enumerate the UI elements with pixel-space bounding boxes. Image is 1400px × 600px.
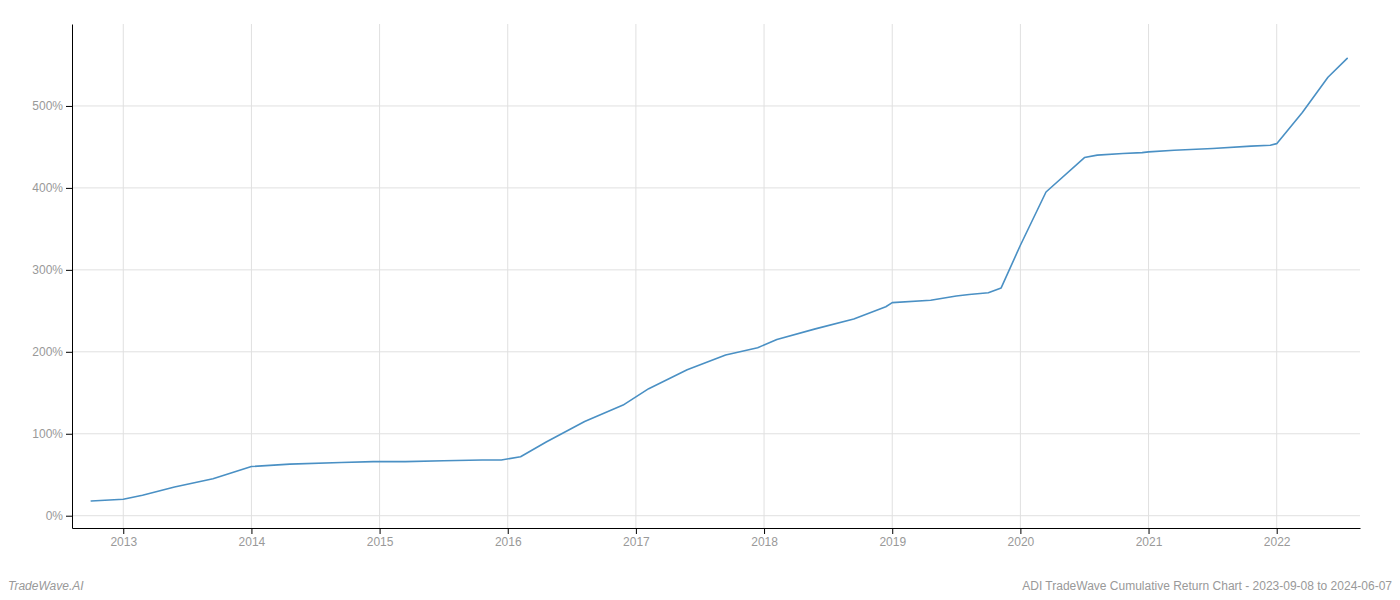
y-grid-line [72,515,1360,516]
x-axis-line [73,528,1361,529]
y-tick-label: 400% [32,181,63,195]
y-grid-line [72,433,1360,434]
x-tick-mark [1149,528,1150,534]
x-tick-label: 2015 [367,535,394,549]
x-grid-line [251,24,252,528]
x-grid-line [1148,24,1149,528]
y-grid-line [72,351,1360,352]
y-grid-line [72,187,1360,188]
x-grid-line [635,24,636,528]
x-axis: 2013 2014 2015 2016 2017 2018 2019 2020 2021 2022 [73,528,1361,549]
x-tick: 2018 [751,528,778,549]
y-axis-line [72,25,73,529]
y-grid-line [72,105,1360,106]
y-tick-mark [66,434,72,435]
y-tick: 200% [32,345,72,359]
y-tick-label: 200% [32,345,63,359]
x-tick: 2014 [239,528,266,549]
x-tick-label: 2021 [1136,535,1163,549]
y-tick-label: 0% [46,509,64,523]
y-axis: 0% 100% 200% 300% 400% 500% [32,25,72,529]
x-tick-label: 2019 [879,535,906,549]
y-tick: 300% [32,263,72,277]
x-tick: 2021 [1136,528,1163,549]
y-tick: 100% [32,427,72,441]
line [91,58,1347,501]
x-tick-mark [892,528,893,534]
x-tick-label: 2014 [239,535,266,549]
x-tick-mark [636,528,637,534]
x-grid-line [123,24,124,528]
x-tick-label: 2013 [110,535,137,549]
x-tick-mark [123,528,124,534]
x-tick-mark [508,528,509,534]
y-tick: 400% [32,181,72,195]
y-tick-mark [66,516,72,517]
x-tick: 2019 [879,528,906,549]
y-tick-mark [66,188,72,189]
plot-area [91,58,1347,501]
y-tick-label: 300% [32,263,63,277]
y-tick: 0% [46,509,72,523]
x-tick-mark [251,528,252,534]
x-grid-line [379,24,380,528]
x-grid-line [892,24,893,528]
y-tick-mark [66,270,72,271]
x-tick-mark [380,528,381,534]
x-tick: 2015 [367,528,394,549]
x-tick: 2017 [623,528,650,549]
x-grid-line [1020,24,1021,528]
x-tick: 2013 [110,528,137,549]
x-grid-line [764,24,765,528]
x-grid-line [507,24,508,528]
x-grid-line [1276,24,1277,528]
footer-right: ADI TradeWave Cumulative Return Chart - … [1022,579,1392,593]
x-tick-label: 2016 [495,535,522,549]
x-tick-mark [1020,528,1021,534]
x-tick-label: 2022 [1264,535,1291,549]
chart: 2013 2014 2015 2016 2017 2018 2019 2020 2021 2022… [0,0,1400,600]
x-tick-mark [1277,528,1278,534]
y-tick: 500% [32,99,72,113]
y-tick-mark [66,352,72,353]
x-tick-label: 2018 [751,535,778,549]
x-tick: 2022 [1264,528,1291,549]
x-tick: 2016 [495,528,522,549]
x-tick: 2020 [1008,528,1035,549]
y-tick-label: 100% [32,427,63,441]
footer-left: TradeWave.AI [8,579,84,593]
x-tick-mark [764,528,765,534]
y-tick-label: 500% [32,99,63,113]
y-grid-line [72,269,1360,270]
x-tick-label: 2017 [623,535,650,549]
grid [72,24,1360,528]
x-tick-label: 2020 [1008,535,1035,549]
y-tick-mark [66,106,72,107]
